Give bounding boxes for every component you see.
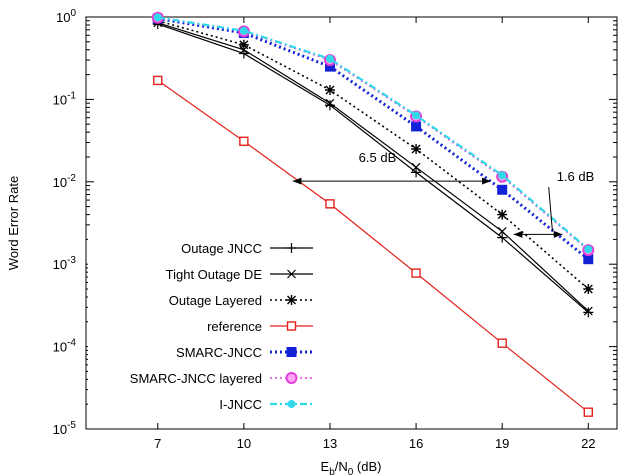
data-point — [583, 306, 593, 316]
x-tick-label: 10 — [237, 436, 251, 451]
annotation-layer: 6.5 dB 1.6 dB — [292, 150, 595, 238]
series-line — [157, 79, 589, 413]
data-point — [497, 209, 508, 220]
data-point — [411, 121, 422, 132]
data-point — [325, 199, 335, 209]
legend-label: Tight Outage DE — [166, 267, 263, 282]
axis-ticks: 7 10 13 16 19 22 100 10-1 10-2 10-3 10-4 10-5 — [53, 8, 617, 451]
series-line — [157, 16, 589, 251]
y-tick-label: 10-1 — [53, 90, 77, 107]
annotation-leader — [548, 187, 553, 232]
legend-marker — [286, 295, 297, 305]
data-point — [411, 144, 422, 155]
legend-marker — [287, 400, 296, 408]
legend-marker — [286, 243, 297, 253]
data-point — [497, 338, 507, 348]
data-point — [324, 85, 335, 96]
data-point — [411, 167, 422, 178]
x-tick-label: 19 — [495, 436, 509, 451]
legend-marker — [285, 372, 298, 384]
data-point — [153, 75, 163, 86]
data-point — [325, 98, 335, 108]
series-line — [157, 16, 590, 251]
data-point — [497, 232, 508, 243]
x-tick-label: 13 — [323, 436, 337, 451]
y-tick-label: 10-4 — [53, 338, 77, 355]
x-tick-label: 16 — [409, 436, 423, 451]
plot-frame — [85, 16, 618, 430]
legend-label: I-JNCC — [219, 397, 262, 412]
legend-label: SMARC-JNCC — [176, 345, 262, 360]
legend-marker — [287, 269, 296, 279]
x-tick-label: 7 — [154, 436, 161, 451]
x-tick-label: 22 — [581, 436, 595, 451]
data-point — [411, 268, 421, 278]
legend-label: Outage Layered — [169, 293, 262, 308]
y-tick-label: 10-2 — [53, 173, 77, 190]
data-point — [411, 162, 421, 172]
series-reference — [153, 75, 593, 417]
series-line — [157, 23, 589, 313]
legend-marker — [286, 347, 297, 357]
data-point — [239, 26, 248, 35]
legend: Outage JNCC Tight Outage DE Outage Layered… — [88, 234, 320, 418]
legend-label: SMARC-JNCC layered — [130, 371, 262, 386]
data-point — [239, 136, 249, 147]
data-point — [238, 39, 249, 50]
y-tick-label: 100 — [56, 8, 76, 25]
y-axis-title: Word Error Rate — [6, 176, 21, 270]
data-point — [583, 307, 594, 318]
data-point — [497, 184, 508, 195]
data-point — [584, 245, 593, 254]
data-point — [153, 13, 162, 22]
data-point — [583, 284, 594, 295]
series-smarc-jncc-layered — [151, 11, 595, 257]
legend-label: reference — [207, 319, 262, 334]
data-point — [497, 226, 507, 236]
data-point — [325, 54, 334, 63]
series-layer — [151, 11, 595, 417]
data-point — [498, 171, 507, 180]
y-tick-label: 10-5 — [53, 420, 77, 437]
data-point — [412, 111, 421, 120]
data-point — [583, 407, 593, 417]
gap-label: 6.5 dB — [359, 150, 397, 165]
gap-label: 1.6 dB — [557, 169, 595, 184]
series-line — [157, 22, 589, 312]
legend-label: Outage JNCC — [181, 241, 262, 256]
legend-marker — [286, 321, 297, 331]
series-i-jncc — [153, 13, 593, 254]
y-tick-label: 10-3 — [53, 255, 77, 272]
x-axis-title: Eb/N0 (dB) — [321, 459, 382, 476]
